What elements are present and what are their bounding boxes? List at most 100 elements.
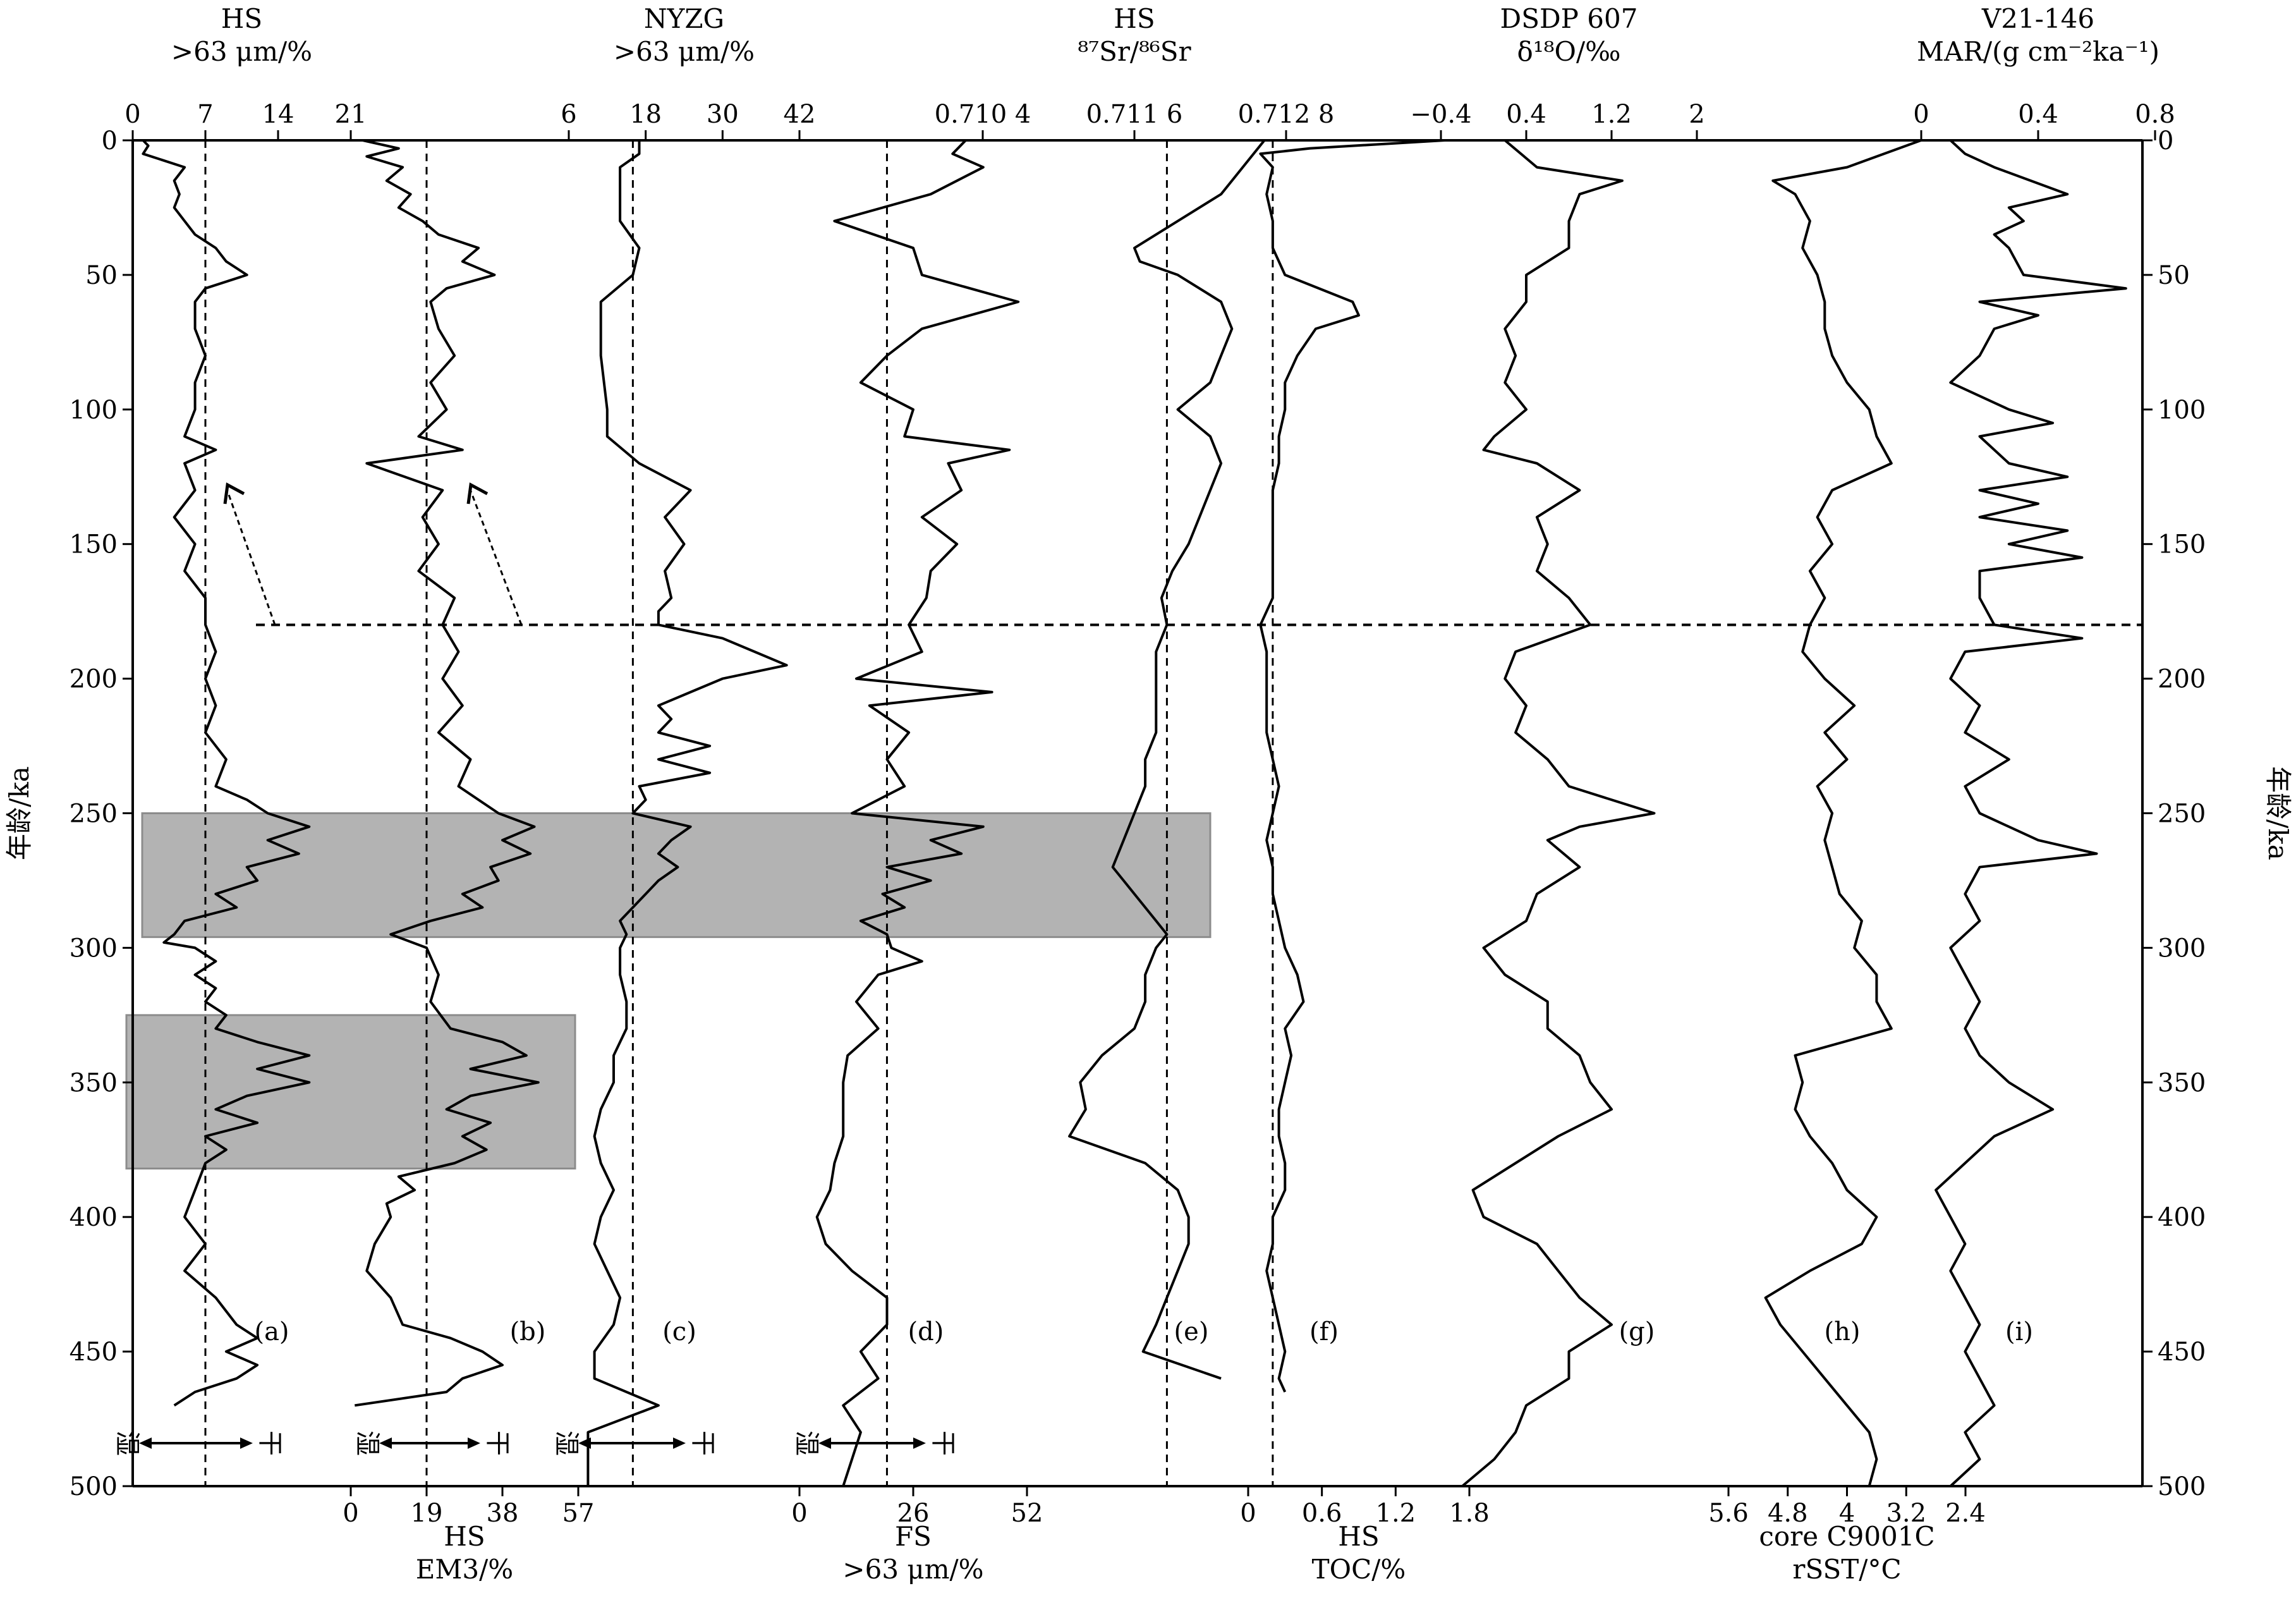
panel-c-tick-label: 6 bbox=[561, 100, 576, 129]
panel-h-tick-label: 5.6 bbox=[1708, 1499, 1749, 1528]
age-tick-label-right: 300 bbox=[2158, 934, 2206, 963]
panel-c-series-line bbox=[586, 140, 788, 1486]
age-tick-label-right: 200 bbox=[2158, 665, 2206, 694]
moisture-label-dry: 干 bbox=[483, 1431, 512, 1456]
moisture-label-wet: 湿 bbox=[112, 1431, 142, 1456]
panel-e-axis-title-line: ⁸⁷Sr/⁸⁶Sr bbox=[1078, 36, 1191, 67]
moisture-arrow-head-right bbox=[913, 1437, 926, 1449]
panel-c-axis-title-line: >63 μm/% bbox=[614, 36, 755, 67]
panel-g-tick-label: 1.2 bbox=[1591, 100, 1632, 129]
moisture-arrow-a: 湿干 bbox=[112, 1431, 284, 1456]
panel-h-tick-label: 2.4 bbox=[1945, 1499, 1986, 1528]
panel-g-axis-title-line: δ¹⁸O/‰ bbox=[1517, 36, 1621, 67]
moisture-arrow-head-left bbox=[578, 1437, 591, 1449]
panel-h-tick-label: 3.2 bbox=[1886, 1499, 1926, 1528]
panel-c-tick-label: 18 bbox=[629, 100, 662, 129]
panel-h-tick-label: 4.8 bbox=[1768, 1499, 1808, 1528]
moisture-arrow-c: 湿干 bbox=[552, 1431, 717, 1456]
panel-d-axis-title-line: >63 μm/% bbox=[842, 1554, 983, 1585]
panel-i-series-line bbox=[1935, 139, 2127, 1487]
moisture-label-wet: 湿 bbox=[353, 1431, 382, 1456]
age-tick-label-left: 350 bbox=[70, 1068, 118, 1097]
reference-line-180ka bbox=[223, 482, 2142, 626]
moisture-label-dry: 干 bbox=[255, 1431, 284, 1456]
shaded-band-2 bbox=[125, 1014, 576, 1170]
age-tick-label-left: 100 bbox=[70, 396, 118, 425]
panel-i-tick-label: 0.8 bbox=[2135, 100, 2175, 129]
panel-d-tick-label: 26 bbox=[897, 1499, 930, 1528]
panel-a-label: (a) bbox=[254, 1317, 289, 1346]
age-tick-label-left: 450 bbox=[70, 1338, 118, 1367]
panel-g-axis-title-line: DSDP 607 bbox=[1500, 3, 1638, 34]
moisture-label-wet: 湿 bbox=[552, 1431, 581, 1456]
panel-g-tick-label: −0.4 bbox=[1410, 100, 1471, 129]
age-tick-label-right: 450 bbox=[2158, 1338, 2206, 1367]
panel-f-tick-label: 0.6 bbox=[1302, 1499, 1342, 1528]
panel-e-series-line bbox=[1068, 139, 1266, 1380]
panel-d-series-line bbox=[815, 139, 1020, 1487]
panel-a-axis-title-line: HS bbox=[221, 3, 262, 34]
age-tick-label-right: 500 bbox=[2158, 1472, 2206, 1501]
moisture-arrow-head-right bbox=[240, 1437, 253, 1449]
panel-e-label: (e) bbox=[1174, 1317, 1209, 1346]
panel-h-axis-title-line: rSST/°C bbox=[1792, 1554, 1901, 1585]
age-tick-label-left: 400 bbox=[70, 1203, 118, 1232]
age-tick-label-left: 50 bbox=[85, 261, 118, 290]
panel-c: 6 18 30 42 NYZG>63 μm/% (c) bbox=[561, 3, 815, 1486]
moisture-label-dry: 干 bbox=[688, 1431, 717, 1456]
panel-a-tick-label: 14 bbox=[262, 100, 295, 129]
age-tick-label-right: 350 bbox=[2158, 1068, 2206, 1097]
panel-a-tick-label: 7 bbox=[197, 100, 213, 129]
panel-f-tick-label: 1.8 bbox=[1449, 1499, 1490, 1528]
panel-b-tick-label: 57 bbox=[562, 1499, 595, 1528]
panel-b-tick-label: 19 bbox=[411, 1499, 443, 1528]
panel-e-tick-label: 0.710 4 bbox=[935, 100, 1031, 129]
panel-b-axis-title-line: HS bbox=[444, 1521, 485, 1552]
moisture-arrow-head-right bbox=[468, 1437, 480, 1449]
panel-g-label: (g) bbox=[1619, 1317, 1655, 1346]
panel-i-tick-label: 0.4 bbox=[2018, 100, 2058, 129]
moisture-arrow-head-right bbox=[673, 1437, 686, 1449]
panel-f-label: (f) bbox=[1309, 1317, 1339, 1346]
age-tick-label-right: 400 bbox=[2158, 1203, 2206, 1232]
age-tick-label-left: 300 bbox=[70, 934, 118, 963]
pointer-arrow-head-2 bbox=[466, 482, 489, 504]
age-tick-label-right: 100 bbox=[2158, 396, 2206, 425]
panel-b-tick-label: 0 bbox=[343, 1499, 358, 1528]
age-tick-label-left: 150 bbox=[70, 530, 118, 559]
panel-i-label: (i) bbox=[2005, 1317, 2033, 1346]
panel-h-series-line bbox=[1764, 139, 1922, 1487]
panel-f-axis-title-line: TOC/% bbox=[1312, 1554, 1406, 1585]
panel-h-axis-title-line: core C9001C bbox=[1759, 1521, 1935, 1552]
age-tick-label-right: 50 bbox=[2158, 261, 2190, 290]
panel-g-tick-label: 2 bbox=[1689, 100, 1704, 129]
panel-c-tick-label: 30 bbox=[707, 100, 739, 129]
shaded-band-1 bbox=[141, 812, 1212, 938]
panel-a-tick-label: 21 bbox=[335, 100, 367, 129]
panel-h-tick-label: 4 bbox=[1839, 1499, 1855, 1528]
age-tick-label-left: 250 bbox=[70, 800, 118, 829]
moisture-arrow-b: 湿干 bbox=[353, 1431, 512, 1456]
panel-i-axis-title-line: V21-146 bbox=[1981, 3, 2094, 34]
age-tick-label-left: 0 bbox=[102, 126, 118, 156]
panel-h-label: (h) bbox=[1825, 1317, 1861, 1346]
moisture-label-wet: 湿 bbox=[792, 1431, 821, 1456]
panel-a-tick-label: 0 bbox=[125, 100, 140, 129]
panel-f-tick-label: 0 bbox=[1240, 1499, 1256, 1528]
moisture-arrow-head-left bbox=[818, 1437, 831, 1449]
panel-d-label: (d) bbox=[908, 1317, 944, 1346]
panel-f-axis-title-line: HS bbox=[1338, 1521, 1379, 1552]
moisture-arrow-d: 湿干 bbox=[792, 1431, 957, 1456]
age-axis-title-right: 年龄/ka bbox=[2263, 766, 2293, 860]
panel-e-tick-label: 0.711 6 bbox=[1086, 100, 1183, 129]
pointer-arrow-1 bbox=[226, 491, 276, 625]
panel-g-series-line bbox=[1461, 139, 1656, 1487]
shaded-bands bbox=[125, 812, 1212, 1170]
panel-c-label: (c) bbox=[662, 1317, 696, 1346]
